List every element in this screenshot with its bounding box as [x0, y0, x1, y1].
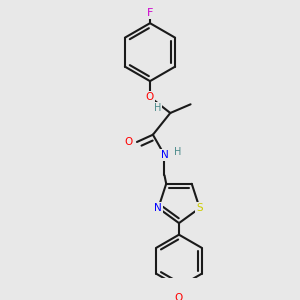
- Text: O: O: [124, 137, 132, 147]
- Text: H: H: [154, 103, 161, 113]
- Text: N: N: [160, 150, 168, 160]
- Text: N: N: [154, 203, 162, 213]
- Text: O: O: [146, 92, 154, 102]
- Text: F: F: [147, 8, 153, 18]
- Text: H: H: [174, 147, 181, 157]
- Text: O: O: [175, 293, 183, 300]
- Text: S: S: [196, 203, 203, 213]
